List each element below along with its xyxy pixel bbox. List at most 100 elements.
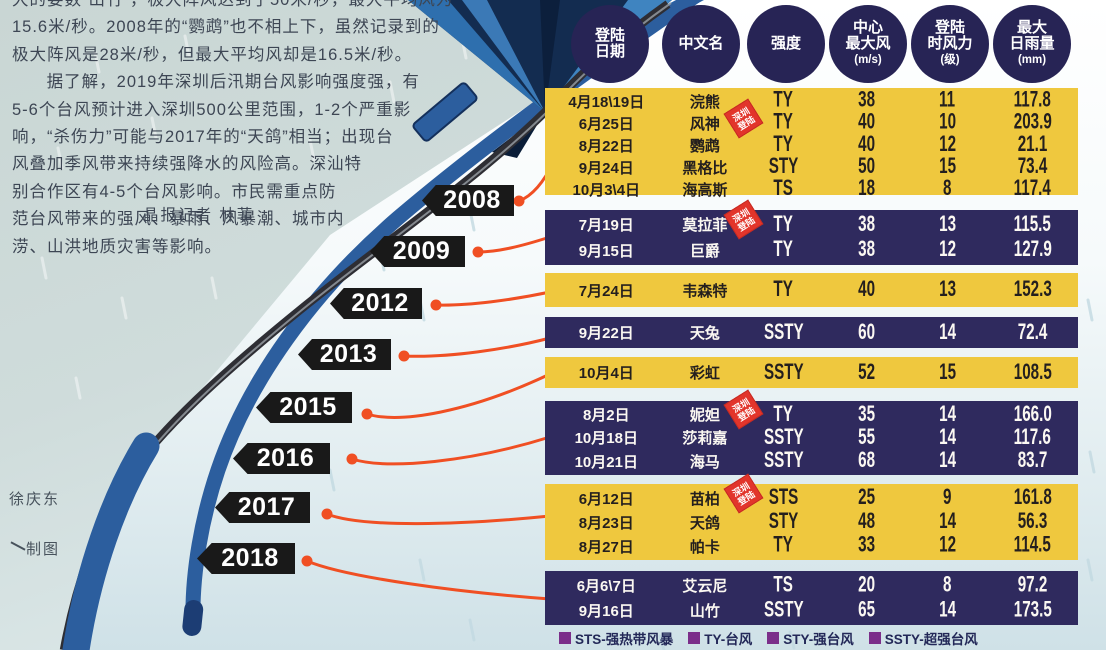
cell-intensity: SSTY <box>763 425 804 450</box>
cell-typhoon-name: 巨爵 <box>689 242 720 260</box>
table-row: 6月6\7日 艾云尼 TS 20 8 97.2 <box>545 573 1078 598</box>
header-line: 最大 <box>1016 19 1047 36</box>
year-badge-2013: 2013 <box>298 339 391 370</box>
cell-landing-force: 13 <box>938 212 956 237</box>
cell-intensity: STY <box>768 154 799 179</box>
cell-landing-force: 15 <box>938 154 956 179</box>
cell-landing-date: 8月23日 <box>578 514 634 532</box>
cell-max-wind: 55 <box>857 425 875 450</box>
legend-swatch <box>767 632 780 644</box>
year-label: 2018 <box>221 544 279 572</box>
cell-landing-force: 13 <box>938 277 956 302</box>
cell-max-wind: 40 <box>857 110 875 135</box>
year-group-2016: 8月2日 妮妲 深圳 登陆 TY 35 14 166.0 10月18日 莎莉嘉 SSTY 55 14 11… <box>545 389 1078 475</box>
umbrella-rib-tip <box>182 600 204 636</box>
cell-intensity: TY <box>773 212 794 237</box>
column-header-chinese-name: 中文名 <box>662 5 740 83</box>
cell-intensity: TY <box>773 237 794 262</box>
header-line: 中文名 <box>678 35 724 52</box>
cell-typhoon-name: 鹦鹉 <box>689 137 720 155</box>
year-badge-2009: 2009 <box>370 236 465 267</box>
year-group-2009: 7月19日 莫拉菲 深圳 登陆 TY 38 13 115.5 9月15日 巨爵 TY 38 12 127.… <box>545 199 1078 265</box>
article-paragraph: 大的要数“山竹”，极大阵风达到了50米/秒，最大平均风为 15.6米/秒。200… <box>12 0 560 261</box>
cell-max-rain: 83.7 <box>1017 448 1048 473</box>
header-unit: (m/s) <box>854 54 882 66</box>
year-badge-2017: 2017 <box>215 492 310 523</box>
legend-label: STS-强热带风暴 <box>575 632 674 647</box>
cell-intensity: TY <box>773 402 794 427</box>
table-row: 8月2日 妮妲 深圳 登陆 TY 35 14 166.0 <box>545 389 1078 430</box>
table-row: 7月19日 莫拉菲 深圳 登陆 TY 38 13 115.5 <box>545 199 1078 240</box>
cell-max-rain: 97.2 <box>1017 572 1048 597</box>
legend-item: TY-台风 <box>688 628 752 648</box>
column-header-max-rain: 最大 日雨量 (mm) <box>993 5 1071 83</box>
cell-landing-date: 8月27日 <box>578 538 634 556</box>
cell-landing-date: 9月15日 <box>578 242 634 260</box>
header-unit: (级) <box>940 54 960 66</box>
cell-max-wind: 52 <box>857 359 875 384</box>
legend-swatch <box>868 632 881 644</box>
year-label: 2017 <box>237 493 296 521</box>
table-row: 8月23日 天鸽 STY 48 14 56.3 <box>545 509 1078 534</box>
cell-landing-date: 9月22日 <box>578 325 634 342</box>
cell-max-wind: 33 <box>857 533 875 558</box>
legend-item: STS-强热带风暴 <box>559 628 673 648</box>
header-line: 日雨量 <box>1009 35 1055 52</box>
year-group-2008: 4月18\19日 浣熊 TY 38 11 117.8 6月25日 风神 深圳 登陆 TY 40 10 20… <box>545 88 1078 201</box>
cell-landing-date: 7月24日 <box>578 282 634 300</box>
cell-max-rain: 127.9 <box>1013 237 1052 262</box>
legend-label: STY-强台风 <box>783 632 854 647</box>
cell-max-wind: 38 <box>857 237 875 262</box>
table-row: 6月12日 苗柏 深圳 登陆 STS 25 9 161.8 <box>545 473 1078 513</box>
cell-landing-force: 14 <box>938 448 956 473</box>
table-row: 9月16日 山竹 SSTY 65 14 173.5 <box>545 598 1078 623</box>
cell-max-wind: 20 <box>857 572 875 597</box>
header-line: 登陆 <box>934 19 965 36</box>
cell-max-rain: 166.0 <box>1013 402 1052 427</box>
cell-max-wind: 50 <box>857 154 875 179</box>
cell-landing-date: 10月4日 <box>578 365 634 382</box>
cell-typhoon-name: 妮妲 深圳 登陆 <box>668 389 764 430</box>
cell-intensity: SSTY <box>763 597 804 622</box>
cell-typhoon-name: 海高斯 <box>682 181 728 199</box>
article-line: 5-6个台风预计进入深圳500公里范围，1-2个严重影 <box>12 100 412 119</box>
cell-landing-force: 10 <box>938 110 956 135</box>
year-label: 2015 <box>279 393 337 421</box>
typhoon-table: 登陆 日期 中文名 强度 中心 最大风 (m/s) 登陆 时风力 (级) 最大 … <box>545 0 1078 650</box>
cell-intensity: STS <box>768 485 799 510</box>
legend-label: SSTY-超强台风 <box>884 632 978 647</box>
cell-max-rain: 161.8 <box>1013 485 1052 510</box>
year-badge-2012: 2012 <box>330 288 422 319</box>
cell-landing-date: 6月25日 <box>578 115 634 133</box>
cell-max-wind: 18 <box>857 176 875 201</box>
year-badge-2008: 2008 <box>422 185 514 216</box>
cell-max-wind: 38 <box>857 212 875 237</box>
cell-landing-date: 10月3\4日 <box>572 181 641 199</box>
table-row: 8月27日 帕卡 TY 33 12 114.5 <box>545 533 1078 558</box>
cell-landing-force: 14 <box>938 402 956 427</box>
table-row: 9月24日 黑格比 STY 50 15 73.4 <box>545 154 1078 179</box>
cell-landing-force: 11 <box>939 88 956 113</box>
table-row: 9月15日 巨爵 TY 38 12 127.9 <box>545 238 1078 264</box>
header-line: 登陆 <box>594 27 625 44</box>
legend-swatch <box>559 632 571 644</box>
table-row: 10月18日 莎莉嘉 SSTY 55 14 117.6 <box>545 425 1078 450</box>
cell-max-rain: 72.4 <box>1017 319 1048 344</box>
cell-max-wind: 25 <box>857 485 875 510</box>
cell-max-wind: 65 <box>857 597 875 622</box>
article-line: 涝、山洪地质灾害等影响。 <box>12 237 222 256</box>
column-header-max-wind: 中心 最大风 (m/s) <box>829 5 907 83</box>
article-line: 15.6米/秒。2008年的“鹦鹉”也不相上下，虽然记录到的 <box>12 18 440 37</box>
umbrella-slider <box>412 82 478 142</box>
cell-landing-date: 4月18\19日 <box>568 93 645 111</box>
cell-intensity: SSTY <box>763 359 804 384</box>
cell-landing-force: 8 <box>943 176 952 201</box>
article-line: 范台风带来的强风、暴雨、风暴潮、城市内 <box>12 210 345 229</box>
cell-typhoon-name: 天兔 <box>689 325 720 342</box>
reporter-byline: 晶报记者 林菲 <box>143 207 255 224</box>
year-group-2017: 6月12日 苗柏 深圳 登陆 STS 25 9 161.8 8月23日 天鸽 STY 48 14 56.3… <box>545 473 1078 560</box>
cell-max-rain: 117.4 <box>1014 176 1052 201</box>
cell-intensity: TY <box>773 110 794 135</box>
header-line: 强度 <box>770 35 801 52</box>
